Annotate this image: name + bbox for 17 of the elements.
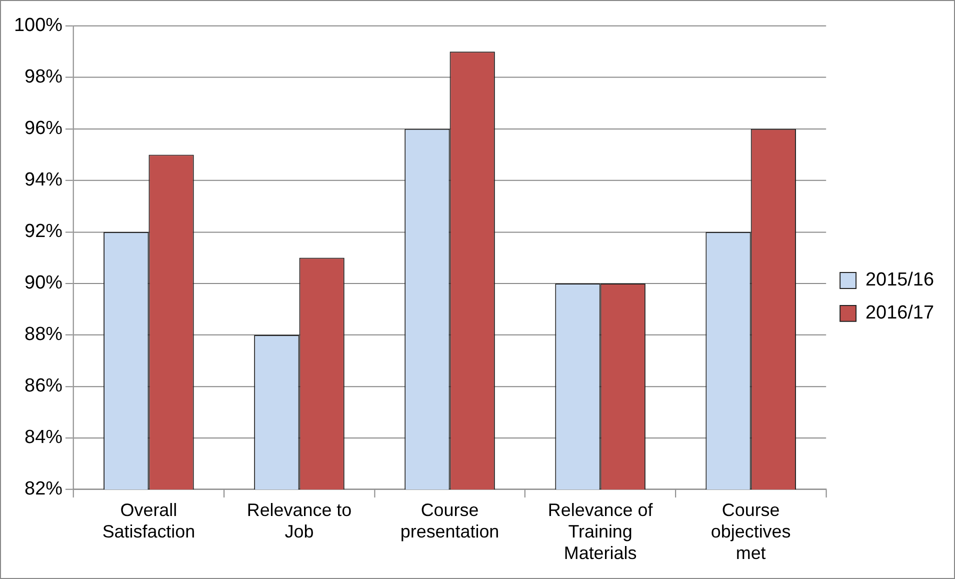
y-tick-label: 98% xyxy=(24,66,63,88)
x-tick-label: Relevance to Job xyxy=(246,500,352,542)
x-tick-label: Relevance of Training Materials xyxy=(548,500,654,564)
y-tick-label: 96% xyxy=(24,118,63,140)
y-tick-label: 92% xyxy=(24,221,63,242)
legend-label: 2015/16 xyxy=(866,270,934,291)
y-tick-label: 86% xyxy=(24,376,63,397)
y-tick-label: 94% xyxy=(24,170,63,191)
legend-label: 2016/17 xyxy=(866,302,934,324)
y-tick-label: 100% xyxy=(14,15,63,36)
y-tick-label: 84% xyxy=(24,427,63,448)
y-tick-label: 88% xyxy=(24,324,63,346)
x-tick-label: Overall Satisfaction xyxy=(102,500,196,542)
y-tick-label: 82% xyxy=(24,478,63,500)
y-tick-label: 90% xyxy=(24,272,63,294)
x-tick-label: Course presentation xyxy=(400,500,500,542)
x-tick-label: Course objectives met xyxy=(710,500,791,564)
